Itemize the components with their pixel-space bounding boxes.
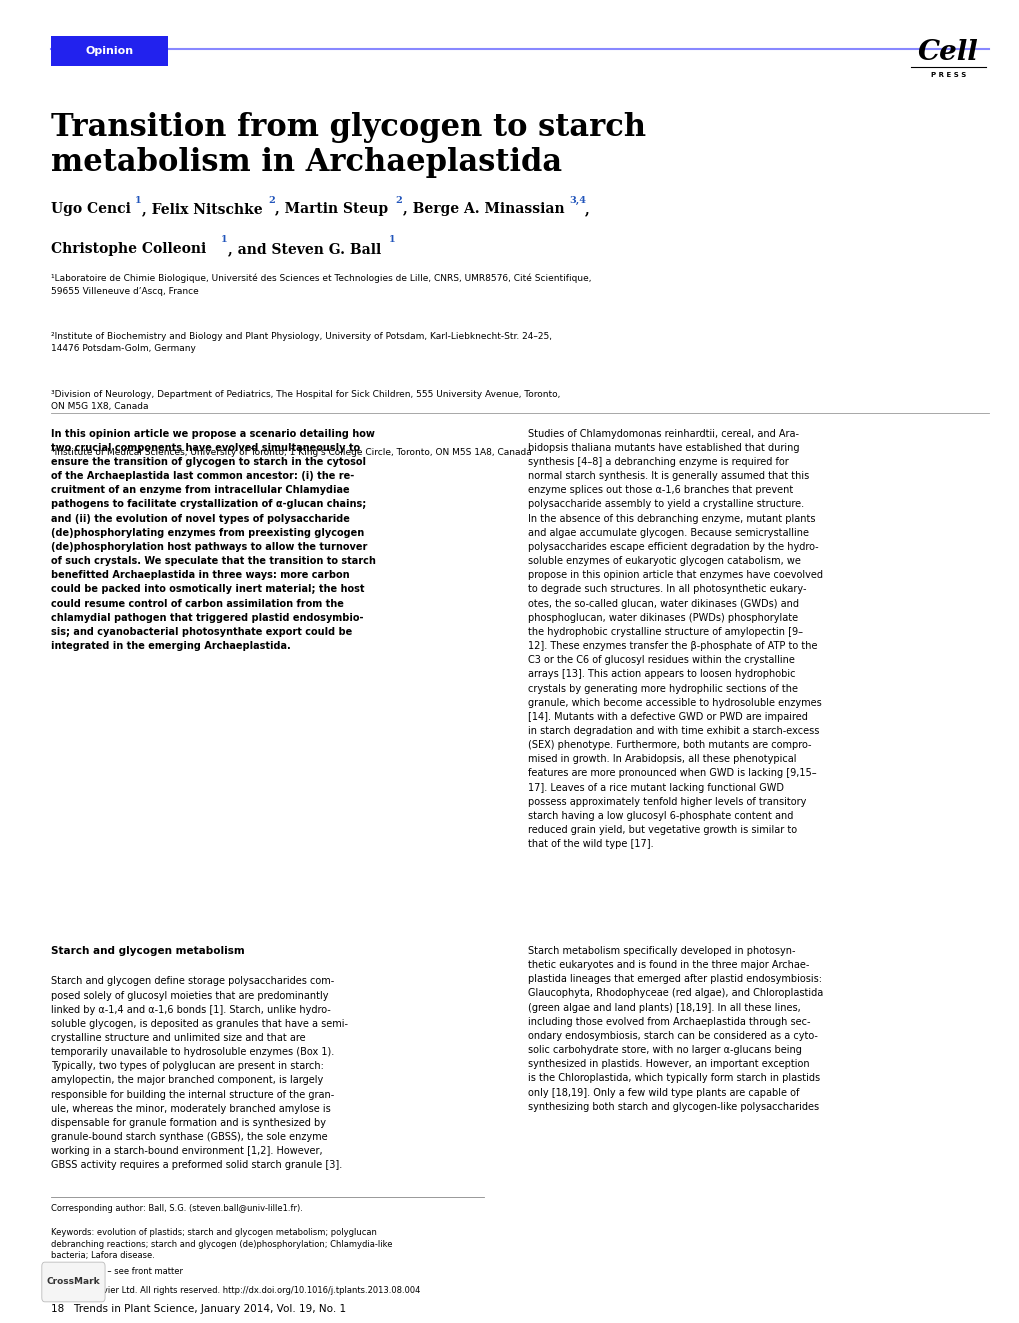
Text: 18   Trends in Plant Science, January 2014, Vol. 19, No. 1: 18 Trends in Plant Science, January 2014…	[51, 1304, 345, 1315]
Text: Opinion: Opinion	[85, 46, 133, 56]
Text: ³Division of Neurology, Department of Pediatrics, The Hospital for Sick Children: ³Division of Neurology, Department of Pe…	[51, 390, 559, 411]
Text: Ugo Cenci: Ugo Cenci	[51, 202, 130, 217]
Text: In this opinion article we propose a scenario detailing how
two crucial componen: In this opinion article we propose a sce…	[51, 429, 376, 651]
Text: , Felix Nitschke: , Felix Nitschke	[142, 202, 262, 217]
Text: P R E S S: P R E S S	[930, 73, 965, 78]
Text: © 2013 Elsevier Ltd. All rights reserved. http://dx.doi.org/10.1016/j.tplants.20: © 2013 Elsevier Ltd. All rights reserved…	[51, 1286, 420, 1295]
Text: Cell: Cell	[917, 40, 978, 66]
Text: , and Steven G. Ball: , and Steven G. Ball	[228, 242, 381, 257]
FancyBboxPatch shape	[42, 1262, 105, 1302]
Text: Starch and glycogen define storage polysaccharides com-
posed solely of glucosyl: Starch and glycogen define storage polys…	[51, 976, 347, 1171]
Text: ²Institute of Biochemistry and Biology and Plant Physiology, University of Potsd: ²Institute of Biochemistry and Biology a…	[51, 332, 551, 353]
Text: 1: 1	[388, 235, 394, 245]
Text: Corresponding author: Ball, S.G. (steven.ball@univ-lille1.fr).: Corresponding author: Ball, S.G. (steven…	[51, 1204, 303, 1213]
Text: 1360-1385/$ – see front matter: 1360-1385/$ – see front matter	[51, 1266, 182, 1275]
Text: 1: 1	[135, 196, 141, 205]
Text: ⁴Institute of Medical Sciences, University of Toronto, 1 King’s College Circle, : ⁴Institute of Medical Sciences, Universi…	[51, 448, 531, 458]
Text: , Martin Steup: , Martin Steup	[275, 202, 388, 217]
Text: Keywords: evolution of plastids; starch and glycogen metabolism; polyglucan
debr: Keywords: evolution of plastids; starch …	[51, 1228, 392, 1261]
Text: , Berge A. Minassian: , Berge A. Minassian	[403, 202, 564, 217]
Text: Transition from glycogen to starch
metabolism in Archaeplastida: Transition from glycogen to starch metab…	[51, 112, 645, 179]
Text: 2: 2	[268, 196, 275, 205]
FancyBboxPatch shape	[51, 36, 168, 66]
Text: ¹Laboratoire de Chimie Biologique, Université des Sciences et Technologies de Li: ¹Laboratoire de Chimie Biologique, Unive…	[51, 274, 591, 295]
Text: ,: ,	[584, 202, 589, 217]
Text: 2: 2	[395, 196, 403, 205]
Text: Christophe Colleoni: Christophe Colleoni	[51, 242, 206, 257]
Text: CrossMark: CrossMark	[47, 1278, 100, 1286]
Text: Starch metabolism specifically developed in photosyn-
thetic eukaryotes and is f: Starch metabolism specifically developed…	[528, 946, 822, 1111]
Text: 1: 1	[221, 235, 227, 245]
Text: 3,4: 3,4	[569, 196, 586, 205]
Text: Studies of Chlamydomonas reinhardtii, cereal, and Ara-
bidopsis thaliana mutants: Studies of Chlamydomonas reinhardtii, ce…	[528, 429, 822, 849]
Text: Starch and glycogen metabolism: Starch and glycogen metabolism	[51, 946, 245, 957]
